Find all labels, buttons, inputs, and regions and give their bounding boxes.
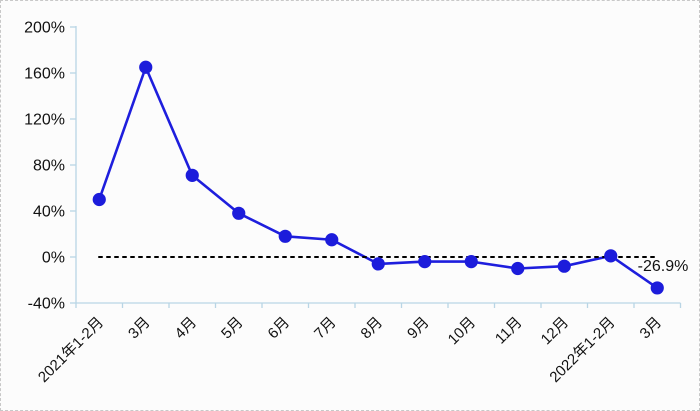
data-point-marker	[185, 168, 199, 182]
data-point-label: -26.9%	[637, 258, 689, 275]
x-axis-tick-label: 9月	[404, 314, 433, 343]
data-point-marker	[325, 233, 339, 247]
y-axis-tick-label: 80%	[33, 158, 65, 175]
data-point-marker	[557, 259, 571, 273]
y-axis-tick-label: -40%	[28, 296, 65, 313]
x-axis-tick-label: 5月	[218, 314, 247, 343]
data-point-marker	[418, 255, 432, 269]
y-axis-tick-label: 120%	[24, 112, 65, 129]
x-axis-tick-label: 3月	[637, 314, 666, 343]
x-axis-tick-label: 6月	[265, 314, 294, 343]
data-point-marker	[604, 249, 618, 263]
data-point-marker	[139, 60, 153, 74]
y-axis-tick-label: 160%	[24, 66, 65, 83]
x-axis-tick-label: 3月	[125, 314, 154, 343]
data-point-marker	[650, 281, 664, 295]
x-axis-tick-label: 11月	[492, 314, 526, 348]
data-point-marker	[92, 192, 106, 207]
x-axis-tick-label: 12月	[538, 314, 572, 348]
y-axis-tick-label: 200%	[24, 20, 65, 37]
x-axis-tick-label: 2021年1-2月	[35, 314, 107, 386]
data-point-marker	[278, 229, 292, 243]
x-axis-tick-label: 8月	[358, 314, 387, 343]
x-axis-tick-label: 4月	[172, 314, 201, 343]
y-axis-tick-label: 40%	[33, 204, 65, 221]
series-line	[98, 65, 658, 290]
data-point-marker	[511, 261, 525, 276]
x-axis-tick-label: 10月	[445, 314, 479, 348]
y-axis-tick-label: 0%	[42, 250, 65, 267]
data-point-marker	[464, 255, 478, 269]
x-axis-tick-label: 7月	[311, 314, 340, 343]
data-point-marker	[232, 206, 246, 220]
data-point-marker	[371, 257, 385, 271]
